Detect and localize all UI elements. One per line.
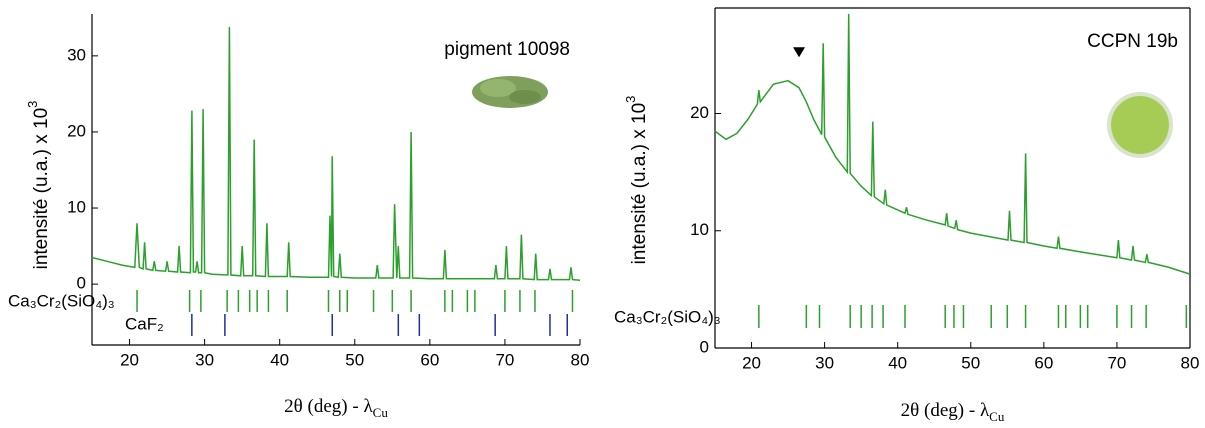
x-tick-label: 70 [1107, 353, 1126, 372]
y-tick-label: 10 [67, 198, 86, 217]
x-tick-label: 30 [815, 353, 834, 372]
y-tick-label: 30 [67, 45, 86, 64]
powder-image [472, 76, 548, 108]
peak-marker [793, 47, 806, 58]
x-label-sub: Cu [373, 405, 389, 420]
reference-label: CaF₂ [125, 314, 164, 333]
x-tick-label: 20 [742, 353, 761, 372]
x-tick-label: 80 [1181, 353, 1200, 372]
y-axis-label: intensité (u.a.) x 103 [25, 101, 52, 270]
x-tick-label: 20 [120, 350, 139, 369]
x-tick-label: 60 [1034, 353, 1053, 372]
powder-blob [509, 90, 541, 104]
y-tick-label: 20 [67, 121, 86, 140]
x-label-text: 2θ (deg) - λ [901, 400, 990, 421]
x-axis-label: 2θ (deg) - λCu [284, 396, 388, 420]
reference-label: Ca₃Cr₂(SiO₄)₃ [614, 307, 721, 326]
y-tick-label: 0 [700, 337, 709, 356]
y-tick-label: 0 [77, 274, 86, 293]
chart-1: 0 10 20 20 30 40 50 60 70 80 Ca₃Cr₂(SiO₄)₃ CCPN 19b… [614, 7, 1200, 424]
x-tick-label: 40 [888, 353, 907, 372]
x-tick-label: 40 [270, 350, 289, 369]
y-label-text: intensité (u.a.) x 10 [629, 103, 650, 265]
y-tick-label: 20 [690, 103, 709, 122]
pellet-image [1107, 92, 1173, 158]
x-tick-label: 70 [495, 350, 514, 369]
annotation: pigment 10098 [444, 39, 570, 60]
data-line [91, 26, 581, 282]
y-label-text: intensité (u.a.) x 10 [31, 108, 52, 270]
x-tick-label: 30 [195, 350, 214, 369]
data-line [714, 13, 1191, 275]
x-tick-label: 60 [420, 350, 439, 369]
y-label-sup: 3 [623, 96, 638, 103]
y-label-sup: 3 [25, 101, 40, 108]
x-tick-label: 50 [345, 350, 364, 369]
x-tick-label: 80 [571, 350, 590, 369]
annotation: CCPN 19b [1087, 31, 1178, 52]
x-label-text: 2θ (deg) - λ [284, 396, 373, 417]
pellet [1111, 96, 1169, 154]
x-tick-label: 50 [961, 353, 980, 372]
y-tick-label: 10 [690, 220, 709, 239]
reference-label: Ca₃Cr₂(SiO₄)₃ [8, 291, 115, 310]
y-axis-label: intensité (u.a.) x 103 [623, 96, 650, 265]
x-axis-label: 2θ (deg) - λCu [901, 400, 1005, 424]
x-label-sub: Cu [989, 409, 1005, 424]
powder-blob [480, 79, 516, 97]
chart-0: 0 10 20 30 20 30 40 50 60 70 80 Ca₃Cr₂(SiO₄)₃ CaF₂ pi… [8, 14, 589, 420]
